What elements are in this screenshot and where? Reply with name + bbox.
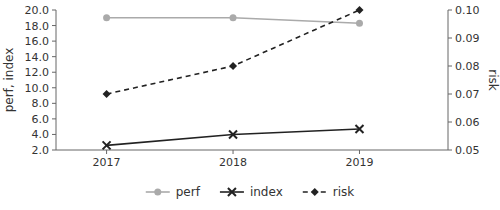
x-tick xyxy=(233,150,234,154)
y-tick-label: 16.0 xyxy=(25,35,50,48)
y2-tick xyxy=(448,122,452,123)
y2-tick xyxy=(448,94,452,95)
y-axis-label: perf, index xyxy=(2,48,16,113)
x-axis-line xyxy=(56,150,448,151)
y-tick-label: 8.0 xyxy=(32,97,50,110)
data-point xyxy=(103,141,111,149)
y-tick xyxy=(52,150,56,151)
y2-tick xyxy=(448,38,452,39)
legend: perf index risk xyxy=(146,185,355,199)
data-point xyxy=(229,62,237,70)
chart: 2017 2018 2019 2.0 4.0 6.0 8.0 10.0 12.0 14.0 16.0… xyxy=(0,0,500,210)
series-line xyxy=(107,129,360,145)
y2-tick xyxy=(448,10,452,11)
y2-tick-label: 0.07 xyxy=(455,88,480,101)
y-tick-label: 20.0 xyxy=(25,4,50,17)
y-tick xyxy=(52,134,56,135)
plot-area xyxy=(103,6,364,149)
x-tick xyxy=(359,150,360,154)
y-tick xyxy=(52,10,56,11)
data-point xyxy=(103,14,110,21)
y2-tick-label: 0.10 xyxy=(455,4,480,17)
data-point xyxy=(103,90,111,98)
y2-axis-line xyxy=(448,10,449,150)
y-tick-label: 10.0 xyxy=(25,82,50,95)
y-tick xyxy=(52,118,56,119)
x-tick-label: 2019 xyxy=(345,156,373,169)
y-tick-label: 14.0 xyxy=(25,51,50,64)
y-axis-line xyxy=(56,10,57,150)
data-point xyxy=(355,6,363,14)
legend-label: risk xyxy=(333,185,355,199)
y-tick-label: 2.0 xyxy=(32,144,50,157)
legend-marker xyxy=(228,188,236,196)
y2-tick xyxy=(448,66,452,67)
background xyxy=(0,0,500,210)
data-point xyxy=(230,14,237,21)
legend-label: index xyxy=(250,185,283,199)
data-point xyxy=(356,20,363,27)
x-tick-label: 2018 xyxy=(219,156,247,169)
y-tick xyxy=(52,56,56,57)
y-tick-label: 18.0 xyxy=(25,20,50,33)
y-tick-label: 4.0 xyxy=(32,128,50,141)
legend-marker xyxy=(154,189,161,196)
x-tick xyxy=(106,150,107,154)
series-line xyxy=(107,10,360,94)
x-tick-label: 2017 xyxy=(93,156,121,169)
y2-tick-label: 0.09 xyxy=(455,32,480,45)
y-tick xyxy=(52,72,56,73)
y2-tick-label: 0.06 xyxy=(455,116,480,129)
y-tick xyxy=(52,25,56,26)
data-point xyxy=(355,125,363,133)
legend-label: perf xyxy=(176,185,201,199)
y2-tick xyxy=(448,150,452,151)
y-tick xyxy=(52,87,56,88)
y2-tick-label: 0.08 xyxy=(455,60,480,73)
data-point xyxy=(229,130,237,138)
y2-axis-label: risk xyxy=(486,69,500,91)
y-tick-label: 6.0 xyxy=(32,113,50,126)
legend-marker xyxy=(311,188,319,196)
y2-tick-label: 0.05 xyxy=(455,144,480,157)
y-tick xyxy=(52,103,56,104)
y-tick xyxy=(52,41,56,42)
y-tick-label: 12.0 xyxy=(25,66,50,79)
